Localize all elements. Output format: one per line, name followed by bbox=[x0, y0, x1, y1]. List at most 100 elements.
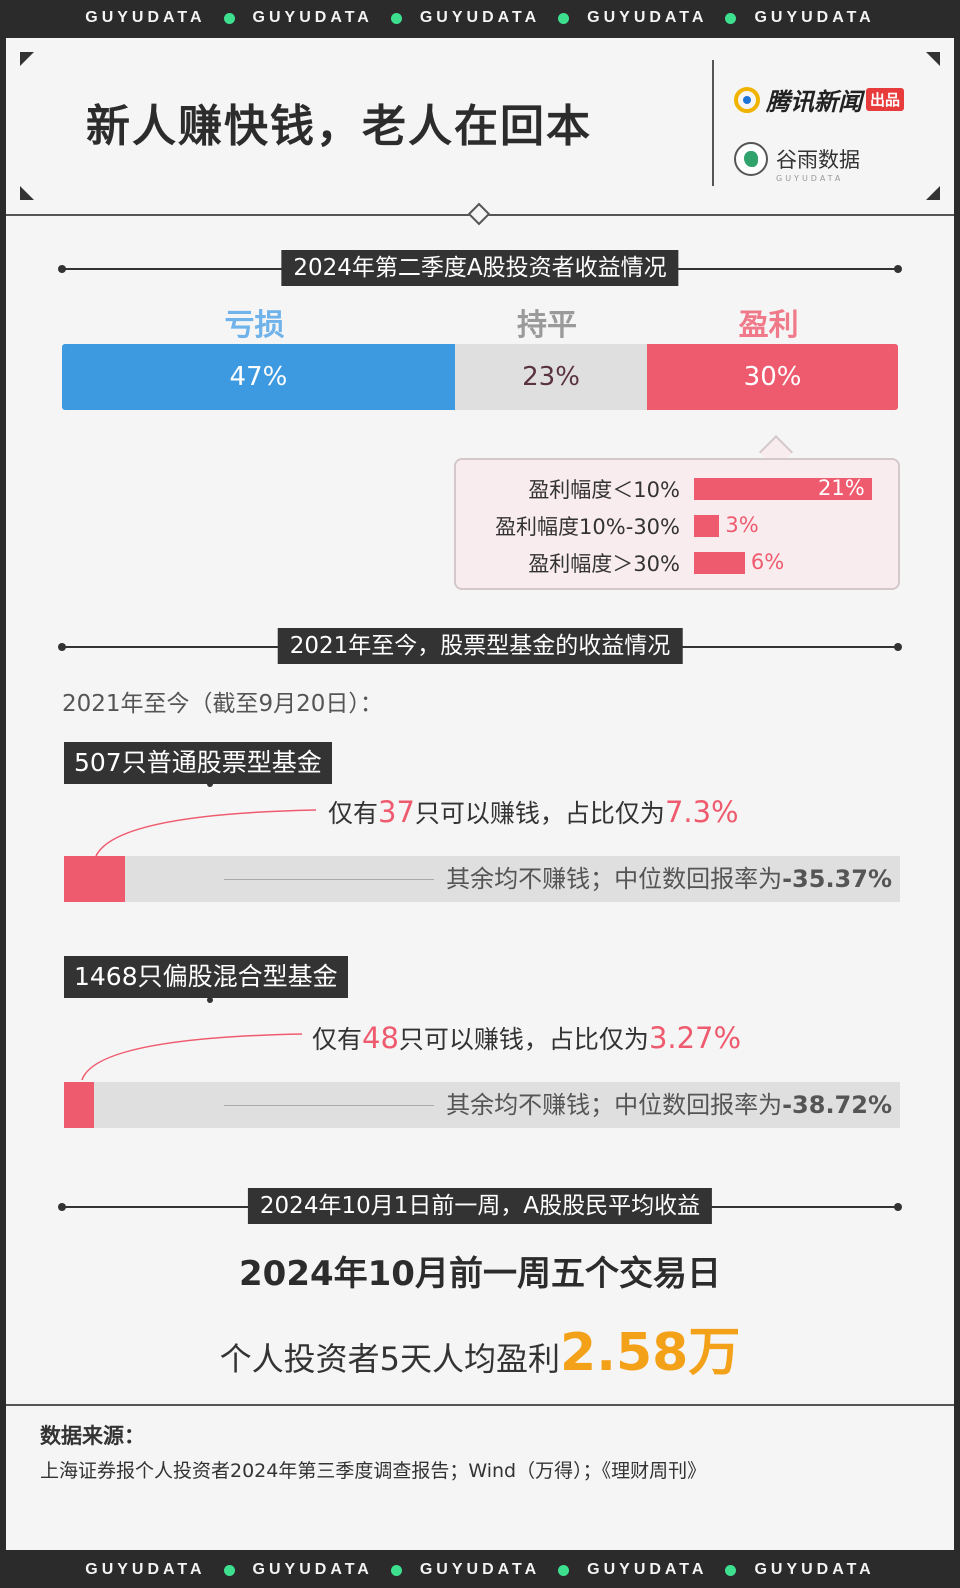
profit-percent: 3.27% bbox=[648, 1021, 742, 1055]
segment-flat: 23% bbox=[454, 344, 648, 410]
fund1-bar: 其余均不赚钱；中位数回报率为-35.37% bbox=[64, 856, 900, 902]
note-line bbox=[224, 1105, 434, 1106]
median-return: -38.72% bbox=[782, 1091, 892, 1119]
breakdown-label: 盈利幅度＜10% bbox=[528, 478, 680, 502]
fund2-rest-note: 其余均不赚钱；中位数回报率为-38.72% bbox=[446, 1082, 892, 1128]
logo1-tag: 出品 bbox=[866, 88, 905, 111]
fund2-profit-fill bbox=[64, 1082, 94, 1128]
profit-count: 48 bbox=[362, 1021, 399, 1055]
fund-label-mixed: 1468只偏股混合型基金 bbox=[64, 956, 348, 998]
infographic-panel: 新人赚快钱，老人在回本 腾讯新闻 出品 谷雨数据 GUYUDATA 2024年第… bbox=[6, 38, 954, 1550]
section-label: 2024年第二季度A股投资者收益情况 bbox=[281, 250, 679, 286]
breakdown-row: 盈利幅度＜10% 21% bbox=[456, 474, 874, 504]
section-subtitle: 2021年至今（截至9月20日）： bbox=[62, 691, 383, 717]
section-title-2: 2021年至今，股票型基金的收益情况 bbox=[58, 628, 902, 664]
category-label-flat: 持平 bbox=[517, 308, 578, 343]
corner-mark bbox=[20, 186, 34, 200]
summary-headline: 2024年10月前一周五个交易日 bbox=[6, 1246, 954, 1295]
rest-text: 其余均不赚钱；中位数回报率为 bbox=[446, 865, 783, 893]
profit-breakdown-callout: 盈利幅度＜10% 21% 盈利幅度10%-30% 3% 盈利幅度＞30% 6% bbox=[454, 458, 900, 590]
category-label-loss: 亏损 bbox=[224, 308, 285, 343]
guyu-data-logo: 谷雨数据 GUYUDATA bbox=[734, 142, 860, 183]
page-title: 新人赚快钱，老人在回本 bbox=[86, 101, 592, 152]
brand-text: GUYUDATA bbox=[587, 1561, 708, 1578]
dot-icon bbox=[558, 1564, 570, 1576]
profit-percent: 7.3% bbox=[664, 795, 739, 829]
dot-icon bbox=[223, 1564, 235, 1576]
breakdown-bar bbox=[694, 478, 872, 500]
corner-mark bbox=[20, 52, 34, 66]
profit-loss-stacked-bar: 47% 23% 30% bbox=[62, 344, 898, 410]
brand-text: GUYUDATA bbox=[419, 1561, 541, 1578]
fund2-bar: 其余均不赚钱；中位数回报率为-38.72% bbox=[64, 1082, 900, 1128]
fund1-profit-fill bbox=[64, 856, 126, 902]
desc-text: 只可以赚钱，占比仅为 bbox=[414, 799, 665, 828]
breakdown-value: 3% bbox=[725, 513, 759, 537]
corner-mark bbox=[926, 186, 940, 200]
desc-text: 仅有 bbox=[328, 799, 379, 828]
summary-text: 个人投资者5天人均盈利 bbox=[219, 1340, 561, 1378]
header: 新人赚快钱，老人在回本 腾讯新闻 出品 谷雨数据 GUYUDATA bbox=[6, 38, 954, 214]
footer-divider bbox=[6, 1404, 954, 1406]
corner-mark bbox=[926, 52, 940, 66]
brand-text: GUYUDATA bbox=[754, 9, 875, 26]
dot-icon bbox=[558, 12, 570, 24]
brand-text: GUYUDATA bbox=[85, 1561, 206, 1578]
logo1-text: 腾讯新闻 bbox=[766, 88, 862, 116]
summary-figure: 个人投资者5天人均盈利2.58万 bbox=[6, 1310, 954, 1385]
category-label-profit: 盈利 bbox=[738, 308, 799, 343]
fund-label-stock: 507只普通股票型基金 bbox=[64, 742, 332, 784]
brand-text: GUYUDATA bbox=[252, 9, 373, 26]
breakdown-label: 盈利幅度＞30% bbox=[528, 552, 680, 576]
brand-text: GUYUDATA bbox=[587, 9, 708, 26]
brand-text: GUYUDATA bbox=[419, 9, 541, 26]
fund1-rest-note: 其余均不赚钱；中位数回报率为-35.37% bbox=[446, 856, 892, 902]
header-divider bbox=[712, 60, 714, 186]
source-text: 上海证券报个人投资者2024年第三季度调查报告；Wind（万得）；《理财周刊》 bbox=[40, 1460, 707, 1482]
summary-number: 2.58万 bbox=[560, 1323, 741, 1383]
bottom-brand-strip: GUYUDATA GUYUDATA GUYUDATA GUYUDATA GUYU… bbox=[0, 1552, 960, 1588]
brand-text: GUYUDATA bbox=[252, 1561, 373, 1578]
tencent-news-icon bbox=[734, 86, 760, 113]
breakdown-value: 21% bbox=[818, 476, 865, 500]
segment-loss: 47% bbox=[62, 344, 455, 410]
profit-count: 37 bbox=[378, 795, 415, 829]
brand-text: GUYUDATA bbox=[85, 9, 206, 26]
summary-line1: 2024年10月前一周五个交易日 bbox=[231, 1246, 729, 1295]
logo2-subtext: GUYUDATA bbox=[776, 174, 844, 183]
breakdown-label: 盈利幅度10%-30% bbox=[495, 515, 680, 539]
source-title: 数据来源： bbox=[40, 1424, 145, 1448]
fund1-description: 仅有37只可以赚钱，占比仅为7.3% bbox=[328, 794, 739, 830]
dot-icon bbox=[390, 12, 402, 24]
breakdown-row: 盈利幅度10%-30% 3% bbox=[456, 511, 874, 541]
section-title-1: 2024年第二季度A股投资者收益情况 bbox=[58, 250, 902, 286]
breakdown-bar bbox=[694, 552, 745, 574]
segment-profit: 30% bbox=[647, 344, 898, 410]
section-title-3: 2024年10月1日前一周，A股股民平均收益 bbox=[58, 1188, 902, 1224]
dot-icon bbox=[725, 1564, 737, 1576]
top-brand-strip: GUYUDATA GUYUDATA GUYUDATA GUYUDATA GUYU… bbox=[0, 0, 960, 36]
fund1-connector bbox=[95, 781, 317, 857]
tencent-news-logo: 腾讯新闻 出品 bbox=[734, 82, 905, 117]
section-label: 2024年10月1日前一周，A股股民平均收益 bbox=[247, 1188, 713, 1224]
fund2-connector bbox=[81, 997, 303, 1081]
note-line bbox=[224, 879, 434, 880]
brand-text: GUYUDATA bbox=[754, 1561, 875, 1578]
guyu-bird-icon bbox=[734, 142, 768, 176]
rest-text: 其余均不赚钱；中位数回报率为 bbox=[446, 1091, 783, 1119]
breakdown-bar bbox=[694, 515, 720, 537]
dot-icon bbox=[390, 1564, 402, 1576]
breakdown-value: 6% bbox=[750, 550, 785, 574]
median-return: -35.37% bbox=[782, 865, 892, 893]
logo2-text: 谷雨数据 bbox=[776, 148, 860, 172]
segment-value: 23% bbox=[522, 362, 580, 392]
breakdown-row: 盈利幅度＞30% 6% bbox=[456, 548, 874, 578]
segment-value: 30% bbox=[743, 362, 802, 392]
section-label: 2021年至今，股票型基金的收益情况 bbox=[277, 628, 683, 664]
desc-text: 仅有 bbox=[312, 1025, 363, 1054]
dot-icon bbox=[725, 12, 737, 24]
fund2-description: 仅有48只可以赚钱，占比仅为3.27% bbox=[312, 1020, 741, 1056]
segment-value: 47% bbox=[229, 362, 288, 392]
desc-text: 只可以赚钱，占比仅为 bbox=[398, 1025, 649, 1054]
dot-icon bbox=[223, 12, 235, 24]
